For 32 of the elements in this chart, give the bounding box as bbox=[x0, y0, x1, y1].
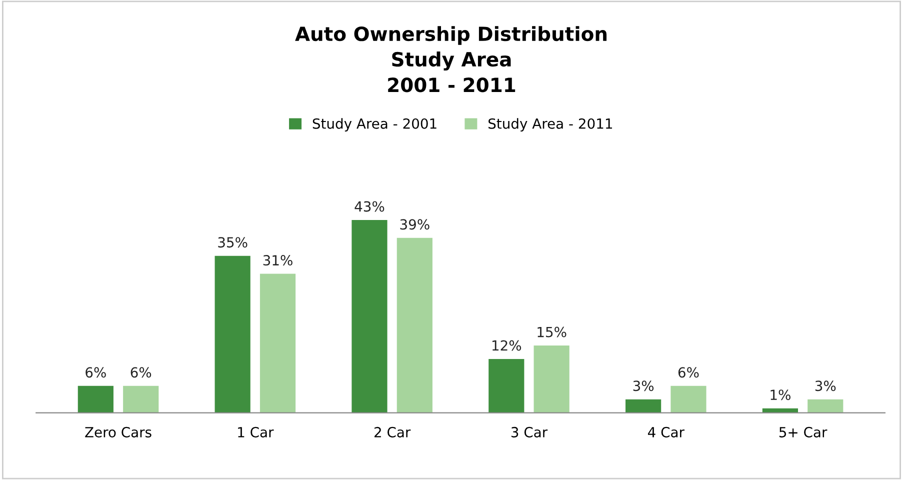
bar bbox=[396, 238, 432, 413]
data-label: 39% bbox=[400, 219, 430, 230]
legend-label: Study Area - 2011 bbox=[488, 118, 612, 132]
bar bbox=[534, 346, 570, 413]
x-tick-label: 3 Car bbox=[511, 426, 548, 438]
data-label: 6% bbox=[130, 367, 152, 378]
data-label: 31% bbox=[263, 255, 292, 266]
legend-label: Study Area - 2001 bbox=[312, 118, 436, 132]
data-label: 1% bbox=[770, 390, 790, 400]
bar bbox=[260, 274, 296, 413]
bar bbox=[78, 386, 114, 413]
data-label: 6% bbox=[678, 367, 699, 378]
bar bbox=[214, 256, 250, 413]
bar bbox=[626, 399, 662, 413]
x-tick-label: 2 Car bbox=[374, 426, 411, 438]
bar bbox=[670, 386, 706, 413]
x-tick-label: 1 Car bbox=[238, 426, 274, 438]
data-label: 43% bbox=[354, 201, 384, 212]
bar bbox=[123, 386, 159, 413]
bar bbox=[488, 358, 524, 413]
data-label: 15% bbox=[538, 326, 566, 338]
x-tick-label: 5+ Car bbox=[779, 426, 828, 438]
bar bbox=[808, 399, 844, 413]
x-tick-label: 4 Car bbox=[648, 426, 684, 438]
data-label: 35% bbox=[218, 237, 248, 248]
data-label: 3% bbox=[633, 380, 654, 392]
data-label: 6% bbox=[86, 367, 106, 378]
data-label: 12% bbox=[492, 340, 522, 351]
x-tick-label: Zero Cars bbox=[85, 426, 152, 438]
data-label: 3% bbox=[815, 380, 836, 392]
chart-title: Auto Ownership Distribution Study Area 2001 - 2011 bbox=[295, 26, 607, 92]
bar bbox=[352, 220, 388, 413]
